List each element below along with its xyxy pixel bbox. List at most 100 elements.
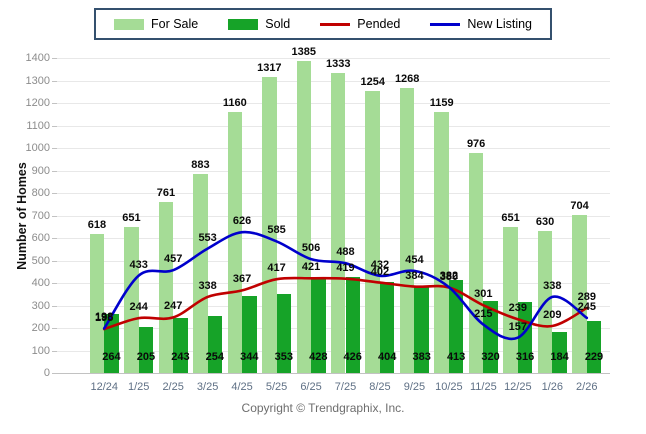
bar-for-sale: [89, 233, 105, 373]
bar-sold: [586, 321, 602, 373]
x-axis-tick-label: 3/25: [196, 381, 219, 393]
pended-value-label: 367: [232, 273, 252, 286]
sold-value-label: 243: [171, 351, 190, 363]
legend-item-for-sale: For Sale: [113, 17, 199, 31]
sold-value-label: 404: [378, 351, 397, 363]
sold-value-label: 205: [136, 351, 156, 363]
legend-label-for-sale: For Sale: [150, 17, 199, 31]
y-tick-mark: [52, 305, 57, 307]
new-listing-value-label: 338: [543, 279, 562, 292]
sold-swatch-icon: [228, 18, 259, 30]
y-tick-mark: [52, 350, 57, 352]
for-sale-value-label: 1268: [394, 72, 420, 85]
sold-value-label: 426: [343, 351, 362, 363]
for-sale-value-label: 704: [570, 199, 589, 212]
bar-sold: [173, 318, 188, 373]
x-axis-tick-label: 2/26: [576, 381, 598, 393]
new-listing-value-label: 215: [474, 307, 493, 320]
legend-item-pended: Pended: [320, 17, 400, 31]
for-sale-value-label: 1385: [291, 46, 317, 59]
legend-label-pended: Pended: [357, 17, 401, 31]
for-sale-value-label: 1160: [222, 97, 247, 109]
x-axis-tick-label: 8/25: [369, 381, 391, 393]
y-axis-tick-label: 1400: [25, 52, 50, 64]
bar-for-sale: [331, 73, 346, 373]
new-listing-value-label: 157: [508, 320, 527, 333]
legend-label-new-listing: New Listing: [467, 17, 533, 31]
new-listing-line-swatch-icon: [430, 22, 461, 26]
new-listing-value-label: 382: [439, 270, 459, 283]
y-axis-tick-label: 200: [31, 322, 50, 334]
sold-value-label: 383: [412, 351, 431, 363]
for-sale-value-label: 651: [501, 211, 520, 224]
y-tick-mark: [52, 215, 57, 217]
pended-value-label: 301: [474, 288, 493, 301]
new-listing-value-label: 553: [198, 231, 217, 244]
y-tick-mark: [52, 373, 57, 374]
x-axis-tick-label: 10/25: [435, 381, 463, 393]
copyright-text: Copyright © Trendgraphix, Inc.: [241, 401, 405, 415]
y-axis-tick-label: 600: [31, 232, 50, 244]
pended-line-swatch-icon: [320, 22, 351, 26]
legend-label-sold: Sold: [265, 17, 291, 31]
y-tick-mark: [52, 328, 57, 329]
y-tick-mark: [52, 238, 57, 239]
y-axis-tick-label: 400: [31, 277, 50, 289]
y-tick-mark: [52, 103, 57, 104]
sold-value-label: 264: [102, 351, 121, 363]
y-tick-mark: [52, 80, 57, 82]
sold-value-label: 344: [240, 351, 259, 363]
y-tick-mark: [52, 283, 57, 284]
new-listing-value-label: 457: [163, 253, 183, 266]
legend: For Sale Sold Pended New Listing: [93, 8, 553, 40]
y-tick-mark: [52, 148, 57, 149]
y-tick-mark: [52, 58, 57, 59]
x-axis-tick-label: 9/25: [403, 381, 426, 393]
bar-for-sale: [227, 112, 243, 373]
sold-value-label: 428: [309, 351, 328, 363]
sold-value-label: 254: [205, 351, 225, 363]
for-sale-value-label: 1159: [429, 97, 454, 110]
for-sale-value-label: 1333: [326, 58, 351, 71]
legend-item-sold: Sold: [228, 17, 290, 31]
sold-value-label: 353: [274, 351, 293, 363]
new-listing-value-label: 245: [577, 300, 596, 313]
x-axis-tick-label: 12/25: [504, 381, 532, 393]
bar-sold: [207, 315, 223, 373]
x-axis-tick-label: 6/25: [300, 381, 322, 393]
x-axis-tick-label: 2/25: [162, 381, 184, 393]
for-sale-value-label: 618: [87, 218, 107, 231]
for-sale-value-label: 1254: [360, 75, 385, 88]
y-tick-mark: [52, 170, 57, 172]
y-axis-tick-label: 500: [31, 254, 50, 267]
y-tick-mark: [52, 260, 57, 262]
for-sale-value-label: 761: [156, 186, 176, 199]
y-axis-tick-label: 100: [31, 344, 50, 357]
y-tick-mark: [52, 193, 57, 194]
sold-value-label: 320: [481, 351, 500, 363]
x-axis-tick-label: 1/26: [541, 381, 563, 393]
for-sale-swatch-icon: [113, 18, 144, 30]
y-axis-tick-label: 1300: [25, 74, 50, 87]
y-axis-tick-label: 300: [31, 299, 50, 312]
bar-for-sale: [365, 90, 380, 373]
y-axis-tick-label: 1000: [25, 142, 50, 154]
sold-value-label: 229: [584, 351, 604, 363]
y-axis-tick-label: 1200: [25, 97, 50, 109]
bar-sold: [138, 326, 154, 373]
new-listing-value-label: 585: [267, 224, 286, 237]
sold-value-label: 413: [446, 351, 466, 363]
for-sale-value-label: 883: [191, 159, 210, 172]
x-axis-tick-label: 4/25: [231, 381, 253, 393]
y-axis-tick-label: 700: [31, 209, 50, 222]
sold-value-label: 184: [550, 351, 569, 363]
y-gridline: [57, 58, 610, 59]
y-axis-tick-label: 0: [43, 367, 50, 379]
pended-value-label: 247: [163, 300, 183, 313]
bar-for-sale: [399, 87, 415, 373]
x-axis-line: [57, 373, 610, 374]
bar-for-sale: [434, 112, 449, 373]
x-axis-tick-label: 11/25: [470, 381, 497, 393]
bar-for-sale: [158, 201, 174, 373]
